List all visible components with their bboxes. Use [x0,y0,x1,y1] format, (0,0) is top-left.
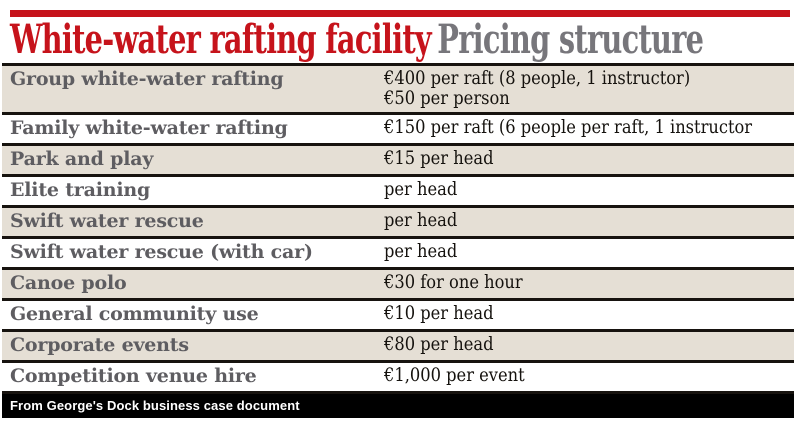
row-value-line: €30 for one hour [384,273,523,293]
table-row: Family white-water rafting €150 per raft… [2,115,794,146]
row-value-line: per head [384,242,458,262]
row-value-line: €15 per head [384,149,494,169]
table-row: Swift water rescue per head [2,208,794,239]
row-label: Swift water rescue [10,211,204,232]
row-value-line: €1,000 per event [384,366,525,386]
row-label: Corporate events [10,335,189,356]
row-value-line: €150 per raft (6 people per raft, 1 inst… [384,118,753,138]
row-value-line: €80 per head [384,335,494,355]
row-label: General community use [10,304,259,325]
accent-bar [10,10,790,17]
table-row: Swift water rescue (with car) per head [2,239,794,270]
row-value: per head [384,211,794,236]
row-value-line: per head [384,180,458,200]
row-label: Group white-water rafting [10,69,284,90]
table-row: Elite training per head [2,177,794,208]
title-sub: Pricing structure [437,16,704,63]
pricing-table: Group white-water rafting €400 per raft … [2,63,794,394]
table-row: Competition venue hire €1,000 per event [2,363,794,394]
row-value: €10 per head [384,304,794,329]
page-title-text: White-water rafting facility Pricing stru… [10,16,704,63]
row-value-line: €10 per head [384,304,494,324]
row-value: €150 per raft (6 people per raft, 1 inst… [384,118,794,143]
row-label: Park and play [10,149,154,170]
row-label: Competition venue hire [10,366,257,387]
row-value-line: €400 per raft (8 people, 1 instructor) [384,69,691,89]
row-value: €1,000 per event [384,366,794,391]
row-label: Canoe polo [10,273,127,294]
row-value: €30 for one hour [384,273,794,298]
page-title: White-water rafting facility Pricing stru… [0,16,800,63]
row-value: €80 per head [384,335,794,360]
row-value: per head [384,242,794,267]
row-label: Family white-water rafting [10,118,288,139]
row-label: Swift water rescue (with car) [10,242,313,263]
table-row: Park and play €15 per head [2,146,794,177]
row-value: per head [384,180,794,205]
title-main: White-water rafting facility [10,16,432,63]
source-text: From George's Dock business case documen… [10,398,300,413]
row-value: €15 per head [384,149,794,174]
row-value: €400 per raft (8 people, 1 instructor) €5… [384,69,794,112]
table-row: Canoe polo €30 for one hour [2,270,794,301]
table-row: Corporate events €80 per head [2,332,794,363]
table-row: General community use €10 per head [2,301,794,332]
row-label: Elite training [10,180,151,201]
source-bar: From George's Dock business case documen… [2,394,794,418]
row-value-line: €50 per person [384,88,510,109]
table-row: Group white-water rafting €400 per raft … [2,66,794,115]
row-value-line: per head [384,211,458,231]
